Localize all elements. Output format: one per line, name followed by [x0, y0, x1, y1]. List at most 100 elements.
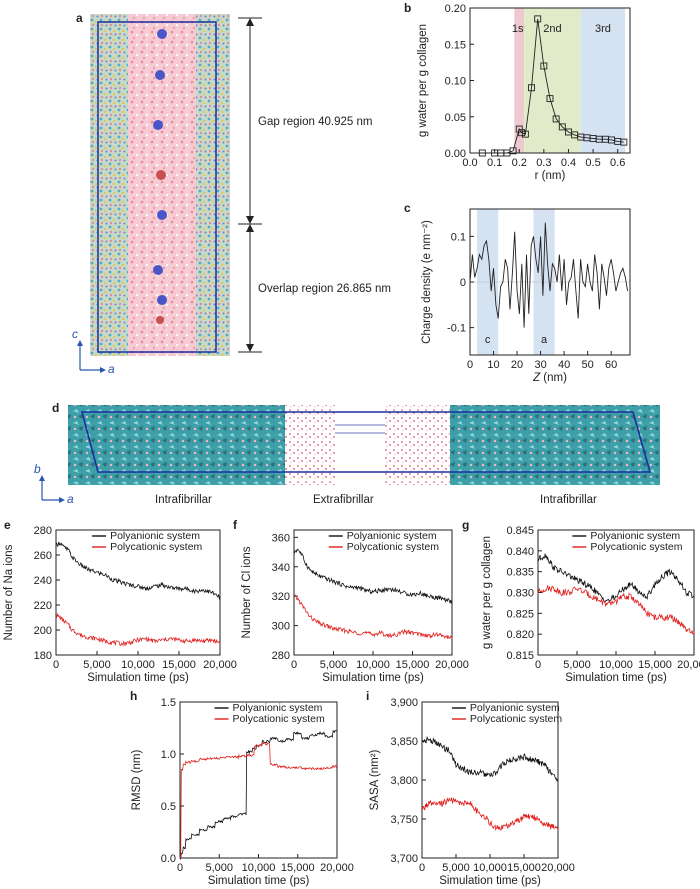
panel-label-i: i: [366, 689, 369, 703]
xtick-label-c-4: 40: [558, 359, 570, 371]
ytick-label-g-2: 0.825: [506, 608, 534, 620]
series-line-c: [469, 222, 629, 328]
xlabel-i: Simulation time (ps): [439, 875, 541, 887]
panel-label-a: a: [76, 11, 83, 25]
ytick-label-h-1: 0.5: [161, 801, 176, 813]
ytick-label-b-2: 0.10: [445, 76, 466, 88]
xlabel-h: Simulation time (ps): [208, 875, 310, 887]
axis-indicator-d: [39, 475, 65, 503]
xtick-label-g-4: 20,000: [677, 659, 700, 671]
region-brackets: [238, 17, 262, 353]
region-b-0: [514, 8, 525, 153]
xtick-label-f-4: 20,000: [435, 659, 469, 671]
xlabel-g: Simulation time (ps): [565, 672, 667, 684]
xtick-label-g-3: 15,000: [638, 659, 672, 671]
ytick-label-b-1: 0.05: [445, 112, 466, 124]
chart-g: 0 5,000 10,000 15,000 20,000 0.815 0.820 0.825 0…: [481, 525, 700, 684]
ytick-label-g-4: 0.835: [506, 567, 534, 579]
series-line-b: [482, 18, 624, 154]
ytick-label-h-2: 1.0: [161, 749, 176, 761]
series-line-f-0: [293, 548, 453, 605]
ylabel-b: g water per g collagen: [417, 24, 429, 137]
ytick-label-b-0: 0.00: [445, 148, 466, 160]
data-marker-b-4: [509, 147, 517, 155]
ylabel-i: SASA (nm²): [369, 749, 381, 810]
xtick-label-e-1: 5,000: [83, 659, 111, 671]
ytick-label-g-5: 0.840: [506, 546, 534, 558]
legend-label-h-0: Polyanionic system: [233, 702, 323, 714]
intrafibrillar-left-image: [68, 405, 293, 485]
xtick-label-h-4: 20,000: [320, 862, 354, 874]
legend-label-i-0: Polyanionic system: [470, 702, 560, 714]
water-right-image: [385, 405, 455, 485]
data-marker-b-12: [552, 115, 560, 123]
ytick-label-f-3: 340: [272, 562, 290, 574]
simulation-box-outline: [97, 21, 217, 353]
xtick-label-h-3: 15,000: [281, 862, 315, 874]
region-label-c-0: c: [485, 334, 491, 346]
xtick-label-b-2: 0.2: [512, 157, 527, 169]
ytick-label-g-6: 0.845: [506, 525, 534, 537]
panel-label-e: e: [4, 518, 11, 532]
series-line-e-0: [55, 541, 221, 600]
xtick-label-i-3: 15,000: [507, 862, 541, 874]
data-marker-b-23: [620, 138, 628, 146]
chart-e: 0 5,000 10,000 15,000 20,000 180 200 220 240 260 2…: [3, 525, 237, 684]
panel-label-d: d: [52, 401, 59, 415]
ytick-label-i-0: 3,700: [390, 853, 418, 865]
panel-label-b: b: [404, 1, 411, 15]
xtick-label-c-6: 60: [605, 359, 617, 371]
xtick-label-c-2: 20: [511, 359, 523, 371]
xtick-label-b-1: 0.1: [487, 157, 502, 169]
xtick-label-i-4: 20,000: [541, 862, 575, 874]
xlabel-c: Z (nm): [532, 372, 567, 384]
ytick-label-i-1: 3,750: [390, 814, 418, 826]
region-label-b-1: 2nd: [543, 23, 561, 35]
intrafibrillar-right-label: Intrafibrillar: [540, 494, 597, 506]
axis-a-label: a: [108, 362, 115, 376]
xtick-label-b-4: 0.4: [561, 157, 576, 169]
extrafibrillar-label: Extrafibrillar: [313, 494, 374, 506]
ytick-label-e-3: 240: [34, 575, 52, 587]
xtick-label-e-2: 10,000: [121, 659, 155, 671]
xtick-label-e-3: 15,000: [162, 659, 196, 671]
data-marker-b-13: [558, 123, 566, 131]
chart-i: 0 5,000 10,000 15,000 20,000 3,700 3,750 3,800 3…: [369, 697, 575, 887]
data-marker-b-0: [478, 149, 486, 157]
xtick-label-i-2: 10,000: [473, 862, 507, 874]
chart-f: 0 5,000 10,000 15,000 20,000 280 300 320 340 360 S…: [241, 529, 469, 684]
xtick-label-h-2: 10,000: [242, 862, 276, 874]
region-b-2: [580, 8, 626, 153]
xlabel-f: Simulation time (ps): [322, 672, 424, 684]
xtick-label-g-1: 5,000: [563, 659, 591, 671]
xtick-label-c-5: 50: [582, 359, 594, 371]
data-marker-b-8: [528, 84, 535, 92]
series-line-h-1: [179, 742, 338, 859]
axis-b-label: b: [34, 462, 41, 476]
series-line-g-1: [537, 585, 695, 635]
ytick-label-e-0: 180: [34, 650, 52, 662]
ytick-label-g-3: 0.830: [506, 588, 534, 600]
panel-label-h: h: [130, 689, 137, 703]
ytick-label-i-2: 3,800: [390, 775, 418, 787]
ylabel-f: Number of Cl ions: [241, 546, 253, 638]
series-line-f-1: [293, 594, 453, 640]
xtick-label-b-5: 0.5: [585, 157, 600, 169]
xtick-label-c-1: 10: [487, 359, 499, 371]
xtick-label-c-3: 30: [534, 359, 546, 371]
ytick-label-f-0: 280: [272, 650, 290, 662]
legend-label-f-1: Polycationic system: [347, 541, 439, 553]
legend-label-e-0: Polyanionic system: [110, 530, 200, 542]
xtick-label-i-1: 5,000: [442, 862, 470, 874]
xtick-label-e-0: 0: [53, 659, 59, 671]
chart-b: 1st 2nd 3rd 0.0 0.1 0.2 0.3 0.4 0.5 0.6 0.00 0.05 0.…: [417, 3, 631, 182]
xtick-label-h-1: 5,000: [205, 862, 233, 874]
water-left-image: [285, 405, 335, 485]
intrafibrillar-right-image: [450, 405, 660, 485]
axes-frame-i: [421, 701, 559, 859]
series-line-h-0: [179, 729, 338, 861]
region-label-b-2: 3rd: [595, 23, 611, 35]
region-label-c-1: a: [541, 334, 548, 346]
